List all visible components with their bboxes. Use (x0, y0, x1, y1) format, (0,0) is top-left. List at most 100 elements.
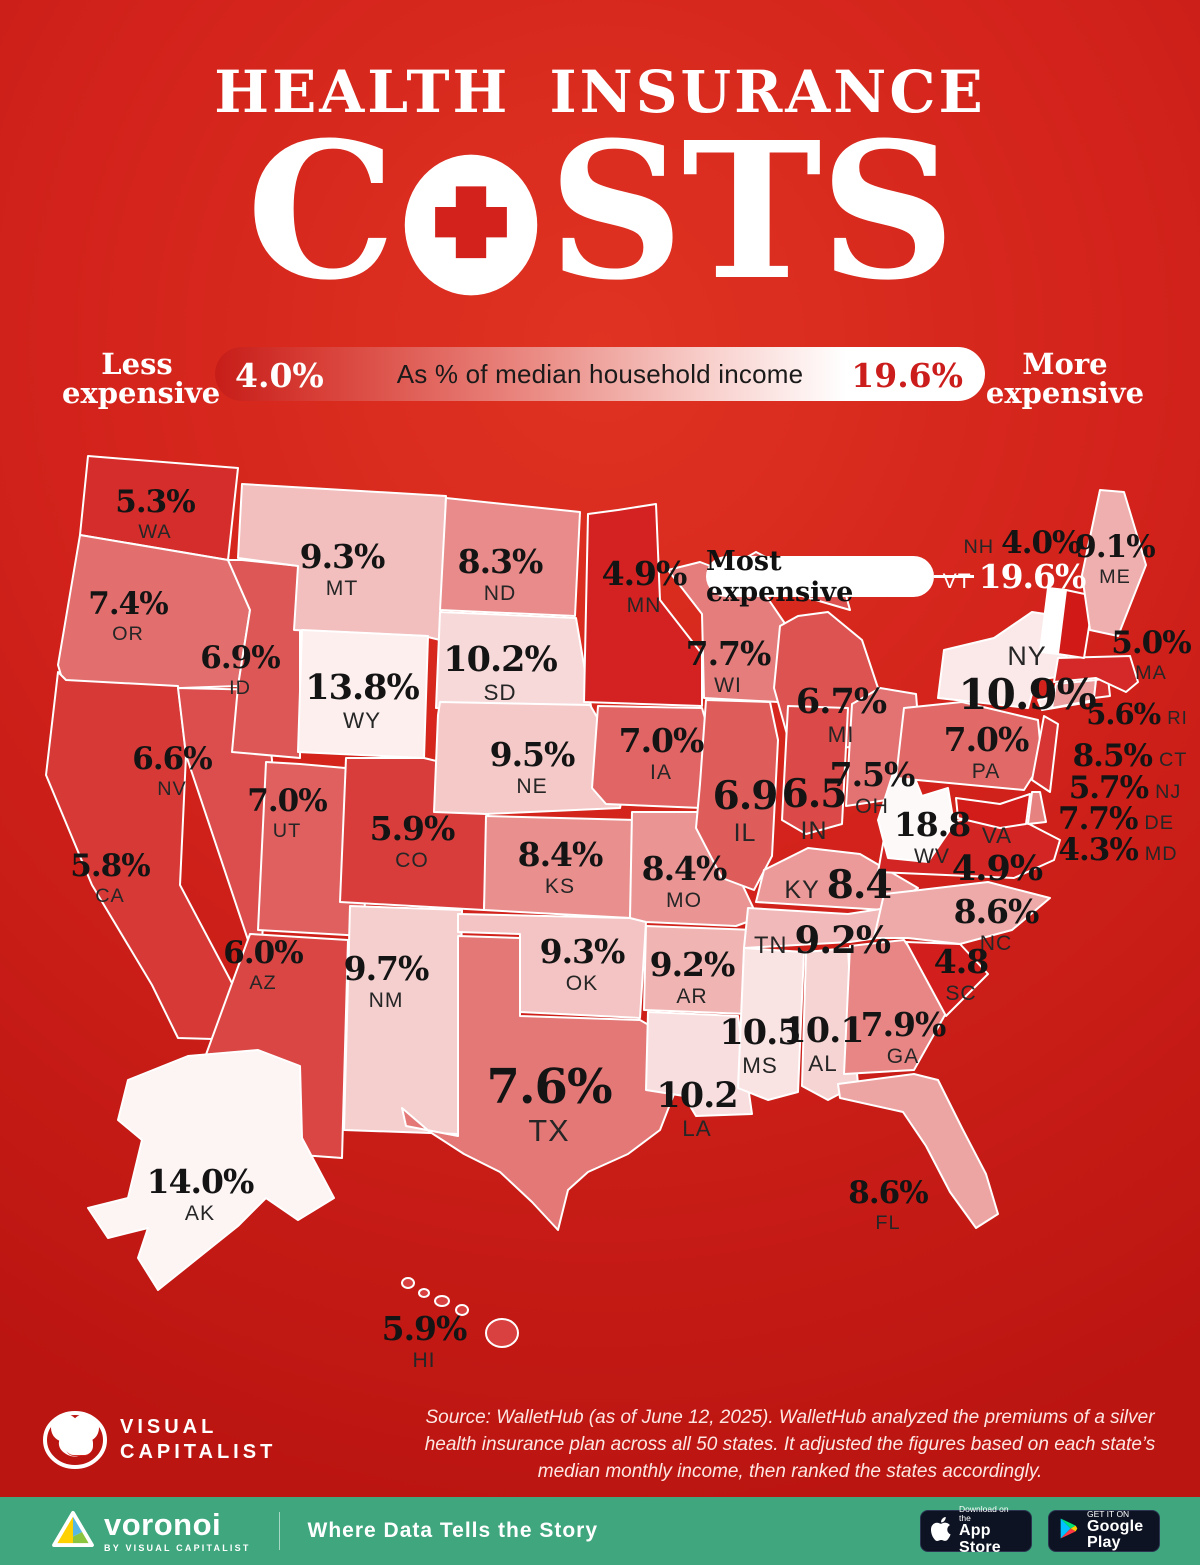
state-code: AZ (249, 972, 277, 994)
state-value: 8.4% (641, 849, 728, 888)
state-value: 7.5% (829, 755, 916, 794)
state-label-HI: 5.9% HI (381, 1309, 468, 1371)
visual-capitalist-logo: VISUAL CAPITALIST (42, 1404, 276, 1475)
state-code: AR (676, 985, 708, 1008)
state-code: DE (1144, 812, 1174, 834)
state-value: 18.8 (893, 805, 971, 844)
state-code: NV (157, 778, 187, 800)
footer-tagline: Where Data Tells the Story (307, 1519, 599, 1542)
state-shape-MN (583, 503, 703, 707)
page-title-line1: HEALTH INSURANCE (214, 58, 986, 126)
state-value: 6.7% (795, 681, 887, 722)
state-code: GA (886, 1045, 920, 1068)
state-label-WY: 13.8% WY (305, 670, 420, 732)
footer-divider (278, 1512, 280, 1550)
state-shape-MA (1053, 655, 1139, 693)
state-value: 9.3% (299, 537, 386, 576)
state-shape-ID (227, 559, 301, 759)
state-code: KY (784, 876, 820, 904)
state-label-KY: KY 8.4 (784, 866, 892, 905)
state-code: SD (483, 680, 517, 705)
state-label-UT: 7.0% UT (247, 786, 327, 842)
legend-more-line2: expensive (985, 376, 1145, 410)
vc-wordmark-line2: CAPITALIST (120, 1440, 277, 1463)
state-shape-CT (1051, 679, 1097, 709)
state-label-NV: 6.6% NV (132, 744, 212, 800)
state-shape-MD (955, 793, 1031, 829)
google-play-badge-top: GET IT ON (1087, 1508, 1130, 1519)
state-value: 5.6% (1086, 697, 1161, 731)
state-code: MD (1144, 843, 1178, 865)
state-code: VA (981, 823, 1013, 848)
costs-letter-c: C (246, 101, 396, 322)
state-value: 4.3% (1058, 832, 1138, 868)
state-label-MN: 4.9% MN (601, 554, 688, 616)
state-code: PA (971, 760, 1001, 783)
state-code: NC (979, 932, 1013, 955)
state-code: CA (95, 885, 125, 907)
state-value: 6.9% (200, 640, 280, 676)
state-value: 6.9 (712, 773, 779, 819)
source-line3: median monthly income, then ranked the s… (537, 1461, 1043, 1482)
state-value: 14.0% (146, 1162, 255, 1201)
state-label-SC: 4.8 SC (934, 945, 989, 1004)
state-value: 9.2% (649, 945, 736, 984)
legend-less-line2: expensive (62, 376, 221, 410)
google-play-badge[interactable]: GET IT ON Google Play (1048, 1508, 1160, 1552)
state-value: 7.7% (685, 634, 772, 673)
state-shape-DE (1027, 791, 1047, 825)
app-store-badge[interactable]: Download on the App Store (920, 1505, 1032, 1556)
state-label-LA: 10.2 LA (656, 1075, 738, 1140)
state-value: 7.4% (88, 586, 168, 622)
state-value: 4.9% (601, 554, 688, 593)
state-code: VT (942, 570, 972, 593)
footer-bar: voronoi BY VISUAL CAPITALIST Where Data … (0, 1497, 1200, 1565)
state-label-AZ: 6.0% AZ (223, 935, 303, 994)
state-code: CT (1158, 749, 1188, 771)
state-value: 9.3% (539, 932, 626, 971)
legend-more-line1: More (1022, 347, 1108, 381)
legend-less-line1: Less (101, 347, 173, 381)
state-value: 5.9% (381, 1309, 468, 1348)
state-label-AR: 9.2% AR (649, 945, 736, 1008)
state-label-IL: 6.9 IL (712, 773, 779, 846)
page-title-costs: C STS (0, 118, 1200, 306)
state-value: 10.2 (656, 1075, 738, 1116)
state-code: NE (516, 775, 548, 798)
apple-icon (930, 1516, 951, 1546)
state-label-KS: 8.4% KS (518, 838, 604, 897)
state-code: NM (368, 989, 404, 1012)
state-shape-LA (645, 1011, 753, 1117)
state-value: 8.3% (457, 542, 544, 581)
state-code: OK (565, 972, 599, 995)
callout-connector-line (934, 575, 974, 578)
state-label-CT: 8.5% CT (1073, 740, 1188, 772)
state-label-NE: 9.5% NE (490, 738, 576, 798)
state-shape-IL (695, 699, 779, 891)
state-label-TN: TN 9.2% (754, 922, 891, 959)
state-value: 7.9% (860, 1005, 947, 1044)
state-value: 6.0% (223, 935, 303, 971)
state-code: CO (395, 849, 429, 872)
app-store-badge-top: Download on the (959, 1504, 1009, 1524)
state-value: 19.6% (978, 557, 1087, 596)
state-label-SD: 10.2% SD (443, 642, 558, 705)
state-label-TX: 7.6% TX (486, 1063, 612, 1147)
state-shape-NM (343, 905, 463, 1135)
state-value: 10.9% (958, 669, 1096, 719)
state-code: MA (1135, 662, 1167, 684)
most-expensive-callout: Most expensive (706, 546, 934, 608)
state-value: 5.0% (1111, 625, 1191, 661)
state-label-OK: 9.3% OK (539, 932, 626, 995)
state-value: 5.7% (1068, 770, 1149, 806)
legend-less-expensive: Less expensive (62, 347, 220, 408)
state-label-AL: 10.1 AL (782, 1013, 864, 1075)
state-label-DE: 7.7% DE (1058, 803, 1174, 835)
state-label-RI: 5.6% RI (1086, 700, 1188, 730)
state-label-CA: 5.8% CA (70, 851, 150, 907)
state-value: 9.2% (794, 918, 892, 962)
state-value: 6.5 (781, 771, 848, 817)
state-shape-HI-4 (455, 1304, 469, 1316)
state-label-OH: 7.5% OH (829, 755, 916, 817)
